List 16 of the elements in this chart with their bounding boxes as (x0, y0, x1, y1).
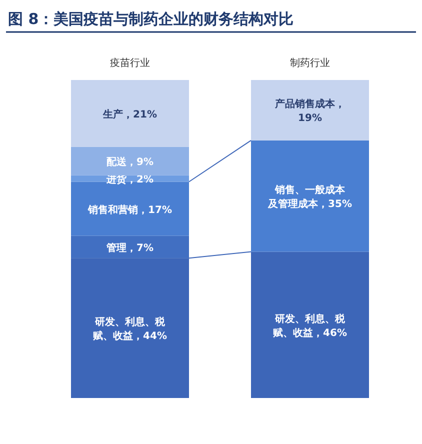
x-tick-label: 疫苗行业 (110, 57, 150, 69)
bar (71, 80, 189, 147)
data-label: 配送，9% (106, 156, 154, 168)
data-label: 生产，21% (102, 108, 157, 120)
data-label: 管理，7% (106, 242, 154, 254)
x-tick-label: 制药行业 (290, 57, 330, 69)
bar (251, 252, 369, 398)
data-label: 研发、利息、税赋、收益，44% (92, 316, 167, 342)
data-label: 研发、利息、税赋、收益，46% (272, 312, 347, 339)
chart-title: 图 8：美国疫苗与制药企业的财务结构对比 (8, 10, 294, 28)
bar (251, 140, 369, 252)
data-label: 产品销售成本，19% (274, 98, 345, 124)
bar (71, 146, 189, 176)
data-label: 销售、一般成本及管理成本，35% (267, 184, 352, 210)
data-label: 销售和营销，17% (87, 204, 172, 216)
bar (251, 80, 369, 140)
